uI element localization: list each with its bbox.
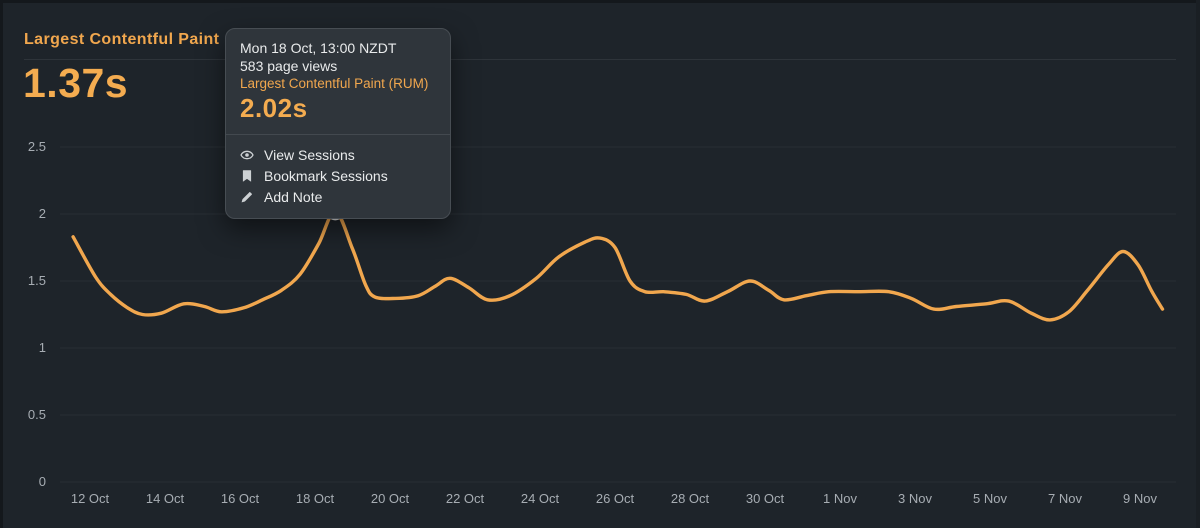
y-axis-tick-label: 0.5 xyxy=(27,407,46,422)
x-axis-tick-label: 1 Nov xyxy=(823,491,857,506)
bookmark-sessions-menu-item[interactable]: Bookmark Sessions xyxy=(240,165,436,186)
x-axis-tick-label: 14 Oct xyxy=(145,491,185,506)
x-axis-tick-label: 20 Oct xyxy=(370,491,410,506)
y-axis-tick-label: 2.5 xyxy=(27,139,46,154)
x-axis-tick-label: 12 Oct xyxy=(70,491,110,506)
header-divider xyxy=(24,59,1176,60)
x-axis-tick-label: 30 Oct xyxy=(745,491,785,506)
menu-item-label: Add Note xyxy=(264,188,323,205)
menu-item-label: Bookmark Sessions xyxy=(264,167,388,184)
tooltip-metric-value: 2.02s xyxy=(240,93,308,123)
tooltip-menu: View Sessions Bookmark Sessions Add Note xyxy=(226,135,450,218)
x-axis-tick-label: 26 Oct xyxy=(595,491,635,506)
pencil-icon xyxy=(241,191,252,202)
tooltip-metric-label: Largest Contentful Paint (RUM) xyxy=(240,76,429,91)
x-axis-tick-label: 9 Nov xyxy=(1123,491,1157,506)
tooltip-pageviews: 583 page views xyxy=(240,58,338,74)
y-axis-tick-label: 0 xyxy=(38,474,46,489)
add-note-menu-item[interactable]: Add Note xyxy=(240,186,436,207)
y-axis-tick-label: 1 xyxy=(38,340,46,355)
x-axis-tick-label: 28 Oct xyxy=(670,491,710,506)
panel-edge-top xyxy=(0,0,1200,3)
y-axis-tick-label: 1.5 xyxy=(27,273,46,288)
y-axis-tick-label: 2 xyxy=(38,206,46,221)
x-axis-tick-label: 16 Oct xyxy=(220,491,260,506)
panel-edge-right xyxy=(1196,0,1200,528)
panel-edge-left xyxy=(0,0,3,528)
x-axis-tick-label: 24 Oct xyxy=(520,491,560,506)
tooltip-datetime: Mon 18 Oct, 13:00 NZDT xyxy=(240,40,397,56)
tooltip-header: Mon 18 Oct, 13:00 NZDT 583 page views La… xyxy=(226,29,450,134)
x-axis-tick-label: 18 Oct xyxy=(295,491,335,506)
lcp-series-line xyxy=(71,209,1165,322)
widget-title: Largest Contentful Paint xyxy=(24,31,220,48)
metric-big-value: 1.37s xyxy=(23,60,129,106)
chart-tooltip: Mon 18 Oct, 13:00 NZDT 583 page views La… xyxy=(225,28,451,219)
x-axis-tick-label: 5 Nov xyxy=(973,491,1007,506)
view-sessions-menu-item[interactable]: View Sessions xyxy=(240,144,436,165)
x-axis-tick-label: 7 Nov xyxy=(1048,491,1082,506)
x-axis-tick-label: 3 Nov xyxy=(898,491,932,506)
tooltip-divider xyxy=(226,134,450,135)
x-axis-tick-label: 22 Oct xyxy=(445,491,485,506)
menu-item-label: View Sessions xyxy=(264,146,355,163)
eye-icon xyxy=(240,150,254,159)
bookmark-icon xyxy=(242,169,252,182)
